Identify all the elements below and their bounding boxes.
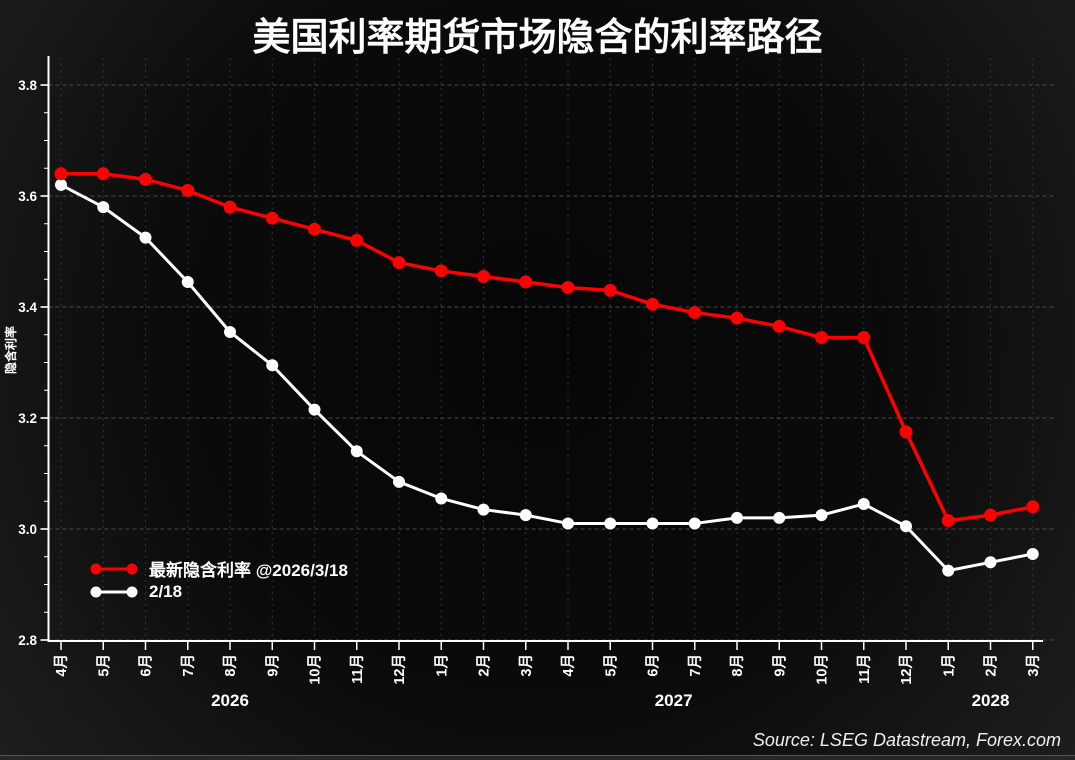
y-tick-label: 3.2 [18,411,37,426]
previous-series-point [393,475,405,488]
previous-series-point [308,403,321,416]
previous-series-point [646,517,659,530]
latest-series-point [984,508,997,522]
latest-series-point [223,200,237,214]
latest-series-point [477,269,490,283]
month-tick-label: 11月 [349,654,366,684]
previous-series-point [900,520,912,533]
month-tick-label: 3月 [1025,654,1042,677]
month-tick-label: 1月 [940,654,957,677]
latest-series-point [646,297,659,311]
previous-series-point [688,517,701,530]
previous-series-point [224,325,236,338]
y-tick-label: 3.0 [18,522,37,537]
latest-series-point [772,319,786,333]
latest-series-point [519,275,533,289]
previous-series-point [604,517,617,530]
latest-series-point [857,331,871,345]
latest-series-point [392,256,406,270]
previous-series-point [942,564,955,577]
source-attribution: Source: LSEG Datastream, Forex.com [752,730,1061,750]
latest-series-point [54,167,68,181]
latest-series-point [181,183,195,197]
latest-series-point [815,331,828,345]
legend-label-previous: 2/18 [149,581,183,601]
white-line-marker-icon [90,586,138,597]
legend-label-latest: 最新隐含利率 @2026/3/18 [149,561,348,580]
month-tick-label: 1月 [433,654,450,677]
previous-series-point [55,178,67,191]
latest-series-line [61,172,1034,523]
previous-series-point [435,492,448,505]
latest-series-point [730,311,744,325]
year-label: 2027 [655,691,693,710]
previous-series-point [139,231,152,244]
y-tick-label: 3.8 [18,78,37,93]
month-tick-label: 2月 [983,654,1000,677]
red-line-marker-icon [90,563,138,574]
month-tick-label: 8月 [222,654,239,677]
month-tick-label: 8月 [729,654,746,677]
previous-series-line [60,183,1034,573]
latest-series-point [350,233,364,247]
year-label: 2028 [972,691,1010,710]
latest-series-point [1026,500,1040,514]
previous-series-point [562,517,574,530]
latest-series-point [941,514,955,528]
chart-title: 美国利率期货市场隐含的利率路径 [252,17,823,59]
previous-series-point [984,556,997,569]
month-tick-label: 7月 [180,654,197,677]
legend-item-previous: 2/18 [88,580,348,603]
month-tick-label: 6月 [645,654,662,677]
previous-series-point [266,359,279,372]
month-tick-label: 4月 [53,654,70,677]
month-tick-label: 9月 [264,654,281,677]
month-tick-label: 9月 [771,654,788,677]
month-tick-label: 10月 [814,654,831,685]
latest-series-point [265,211,279,225]
legend: 最新隐含利率 @2026/3/18 2/18 [88,557,348,603]
month-tick-label: 11月 [856,654,873,684]
month-tick-label: 12月 [391,654,408,685]
latest-series-point [139,172,152,186]
previous-series-point [815,509,828,522]
y-axis-title: 隐含利率 [3,326,18,374]
previous-series-point [1026,547,1039,560]
bottom-bar [0,755,1075,760]
latest-series-point [561,281,575,295]
previous-series-point [731,511,743,524]
month-tick-label: 2月 [476,654,493,677]
previous-series-point [773,511,786,524]
latest-series-point [308,222,321,236]
year-label: 2026 [211,691,249,710]
month-tick-label: 6月 [138,654,155,677]
y-tick-label: 3.4 [18,300,37,315]
month-tick-label: 10月 [307,654,324,685]
previous-series-point [477,503,490,516]
y-tick-label: 3.6 [18,189,37,204]
previous-series-point [519,509,532,522]
y-tick-label: 2.8 [18,633,37,648]
previous-series-point [350,445,363,458]
previous-series-point [181,276,194,289]
legend-item-latest: 最新隐含利率 @2026/3/18 [88,557,348,580]
month-tick-label: 5月 [95,654,112,677]
previous-series-point [97,201,110,214]
latest-series-point [434,264,448,278]
month-tick-label: 7月 [687,654,704,677]
latest-series-point [603,283,617,297]
month-tick-label: 12月 [898,654,915,685]
latest-series-point [96,167,110,181]
month-tick-label: 4月 [560,654,577,677]
month-tick-label: 3月 [518,654,535,677]
latest-series-point [899,425,913,439]
previous-series-point [857,498,870,511]
latest-series-point [688,306,702,320]
month-tick-label: 5月 [602,654,619,677]
